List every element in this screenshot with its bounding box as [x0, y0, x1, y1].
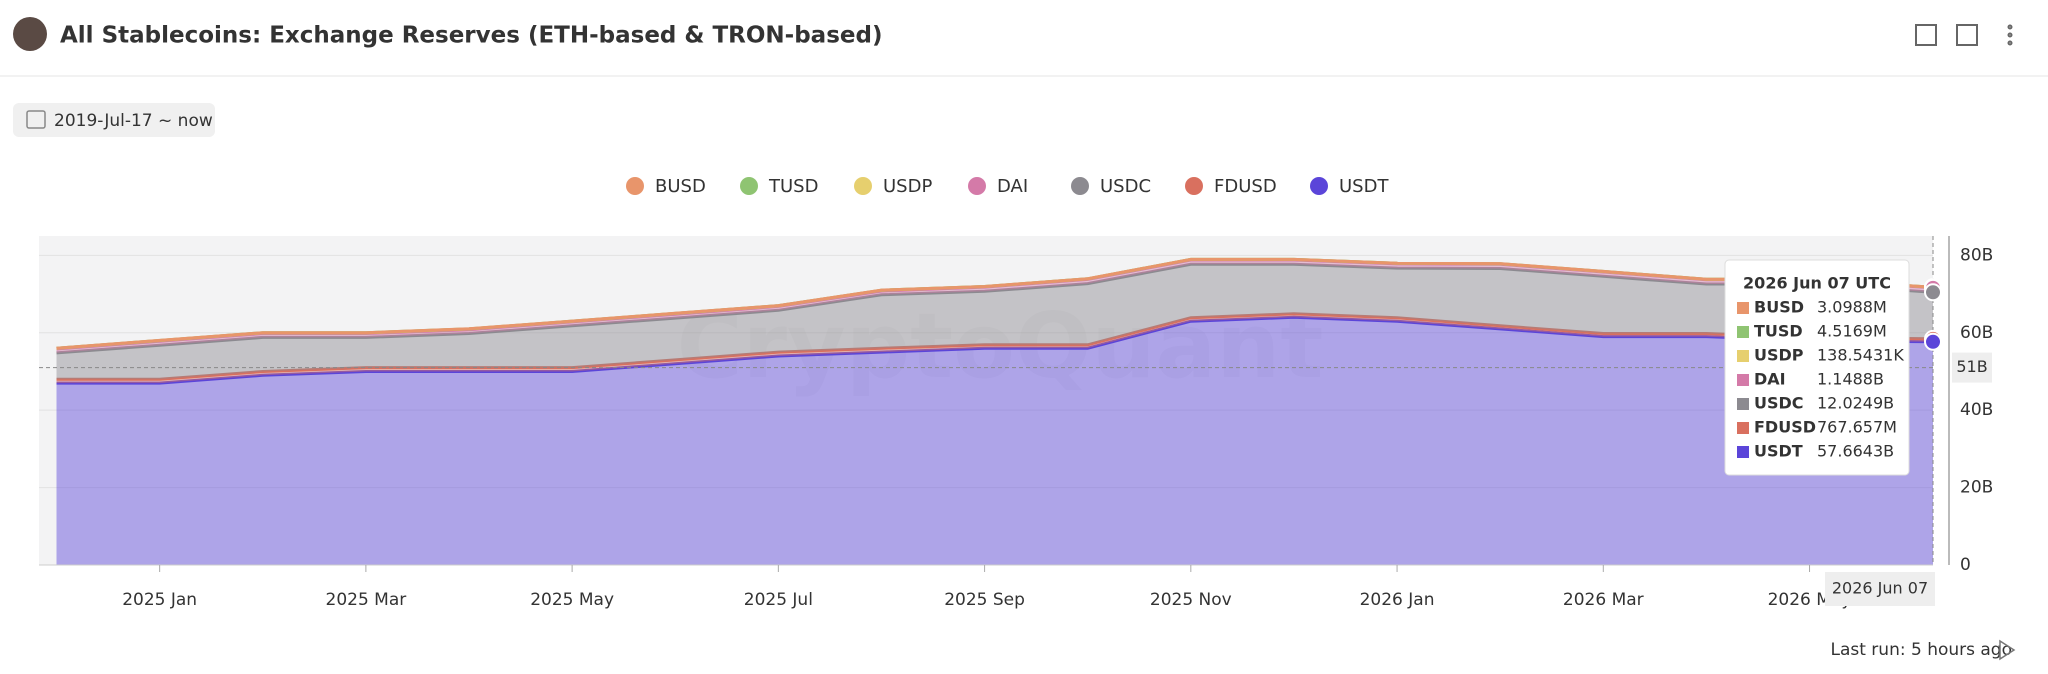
x-tick-label: 2026 Jan: [1360, 590, 1435, 610]
legend-swatch: [626, 177, 644, 195]
legend-label: TUSD: [768, 176, 818, 197]
area-line: [56, 257, 1934, 350]
x-tick-label: 2025 Jan: [122, 590, 197, 610]
hover-marker: [1924, 283, 1942, 302]
tooltip-value: 57.6643B: [1817, 442, 1894, 461]
legend: BUSD TUSD USDP DAI USDC FDUSD USDT: [626, 176, 1389, 197]
legend-label: USDC: [1100, 176, 1151, 197]
tooltip-swatch: [1737, 302, 1749, 314]
footer: Last run: 5 hours ago: [1830, 640, 2012, 660]
tooltip-name: BUSD: [1754, 298, 1804, 317]
calendar-icon: [26, 110, 46, 129]
header-icons[interactable]: [1915, 24, 2013, 46]
tooltip-title: 2026 Jun 07 UTC: [1743, 274, 1891, 293]
date-chip[interactable]: [13, 103, 215, 137]
legend-label: FDUSD: [1214, 176, 1277, 197]
tooltip-value: 12.0249B: [1817, 394, 1894, 413]
tooltip-value: 3.0988M: [1817, 298, 1887, 317]
date-range: 2019-Jul-17 ~ now: [54, 111, 213, 131]
avatar[interactable]: [13, 17, 47, 51]
legend-label: USDP: [883, 176, 932, 197]
tooltip-name: DAI: [1754, 370, 1786, 389]
legend-swatch: [854, 177, 872, 195]
tooltip-name: TUSD: [1754, 322, 1803, 341]
area-line: [56, 315, 1934, 385]
legend-label: USDT: [1339, 176, 1389, 197]
tooltip-value: 4.5169M: [1817, 322, 1887, 341]
legend-swatch: [1071, 177, 1089, 195]
tooltip-swatch: [1737, 398, 1749, 410]
hover-marker: [1924, 332, 1942, 351]
legend-swatch: [1310, 177, 1328, 195]
tooltip-name: FDUSD: [1754, 418, 1816, 437]
pointer-label-box: [1825, 572, 1935, 606]
area: [56, 313, 1933, 384]
axes: 0 20B 40B 60B 80B 2025 Jan 2025 Mar 2025 May 202…: [39, 236, 1993, 610]
tooltip-swatch: [1737, 326, 1749, 338]
x-tick-label: 2025 Jul: [744, 590, 813, 610]
x-tick-label: 2025 Nov: [1150, 590, 1232, 610]
x-tick-label: 2025 May: [530, 590, 614, 610]
tooltip-name: USDC: [1754, 394, 1804, 413]
chart-title: All Stablecoins: Exchange Reserves (ETH-…: [60, 23, 882, 49]
x-tick-label: 2026 Mar: [1563, 590, 1644, 610]
tooltip-value: 138.5431K: [1817, 346, 1904, 365]
y-tick-label: 0: [1960, 555, 1971, 575]
legend-swatch: [1185, 177, 1203, 195]
area: [56, 264, 1933, 380]
crosshair-label: 51B: [1956, 357, 1987, 376]
tooltip-swatch: [1737, 374, 1749, 386]
tooltip-value: 767.657M: [1817, 418, 1897, 437]
tooltip-value: 1.1488B: [1817, 370, 1884, 389]
tooltip-name: USDT: [1754, 442, 1803, 461]
areas: [56, 257, 1934, 565]
x-tick-label: 2025 Mar: [326, 590, 407, 610]
tooltip-name: USDP: [1754, 346, 1804, 365]
y-tick-label: 60B: [1960, 323, 1993, 343]
tooltip-swatch: [1737, 350, 1749, 362]
tooltip-box: [1724, 259, 1910, 476]
y-tick-label: 20B: [1960, 478, 1993, 498]
y-tick-label: 40B: [1960, 400, 1993, 420]
tooltip: 51B 2026 Jun 07 2026 Jun 07 UTC BUSD 3.0988M…: [39, 236, 1992, 606]
legend-label: DAI: [997, 176, 1028, 197]
legend-swatch: [740, 177, 758, 195]
tooltip-swatch: [1737, 446, 1749, 458]
area-line: [56, 312, 1934, 381]
area-line: [56, 262, 1934, 355]
run-button[interactable]: [1999, 639, 2016, 661]
tooltip-swatch: [1737, 422, 1749, 434]
crosshair-label-box: [1952, 352, 1992, 383]
x-tick-label: 2025 Sep: [944, 590, 1025, 610]
y-tick-label: 80B: [1960, 245, 1993, 265]
area: [56, 317, 1933, 565]
pointer-label: 2026 Jun 07: [1832, 579, 1928, 598]
legend-swatch: [968, 177, 986, 195]
legend-label: BUSD: [655, 176, 706, 197]
